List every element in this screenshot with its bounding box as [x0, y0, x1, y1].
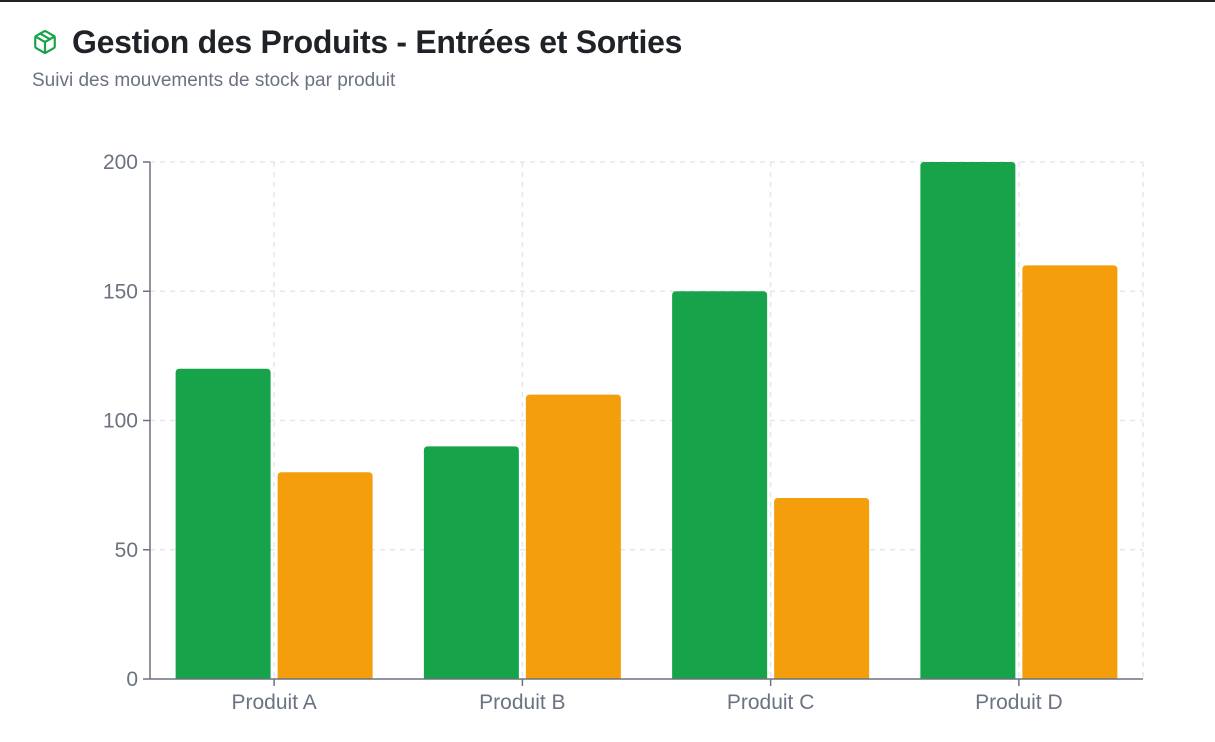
- y-tick-label: 0: [126, 668, 138, 691]
- chart-header: Gestion des Produits - Entrées et Sortie…: [32, 22, 682, 92]
- top-border: [0, 0, 1215, 2]
- y-tick-label: 50: [115, 539, 138, 562]
- package-icon: [32, 29, 58, 55]
- bar-series-1-produit-a: [175, 368, 271, 679]
- bar-series-2-produit-b: [525, 394, 621, 679]
- x-tick-label: Produit C: [727, 691, 815, 714]
- page-subtitle: Suivi des mouvements de stock par produi…: [32, 70, 396, 91]
- y-tick-label: 150: [103, 280, 138, 303]
- x-tick-label: Produit A: [232, 691, 317, 714]
- y-tick-label: 100: [103, 410, 138, 433]
- bar-series-1-produit-c: [672, 291, 768, 679]
- bar-series-2-produit-d: [1022, 265, 1118, 679]
- title-row: Gestion des Produits - Entrées et Sortie…: [32, 22, 682, 62]
- page-title: Gestion des Produits - Entrées et Sortie…: [72, 23, 683, 60]
- y-tick-label: 200: [103, 151, 138, 174]
- bar-series-2-produit-a: [277, 472, 373, 679]
- bar-series-1-produit-b: [423, 446, 519, 679]
- bar-series-1-produit-d: [920, 162, 1016, 679]
- x-tick-label: Produit B: [479, 691, 565, 714]
- x-tick-label: Produit D: [975, 691, 1063, 714]
- bar-series-2-produit-c: [774, 498, 870, 679]
